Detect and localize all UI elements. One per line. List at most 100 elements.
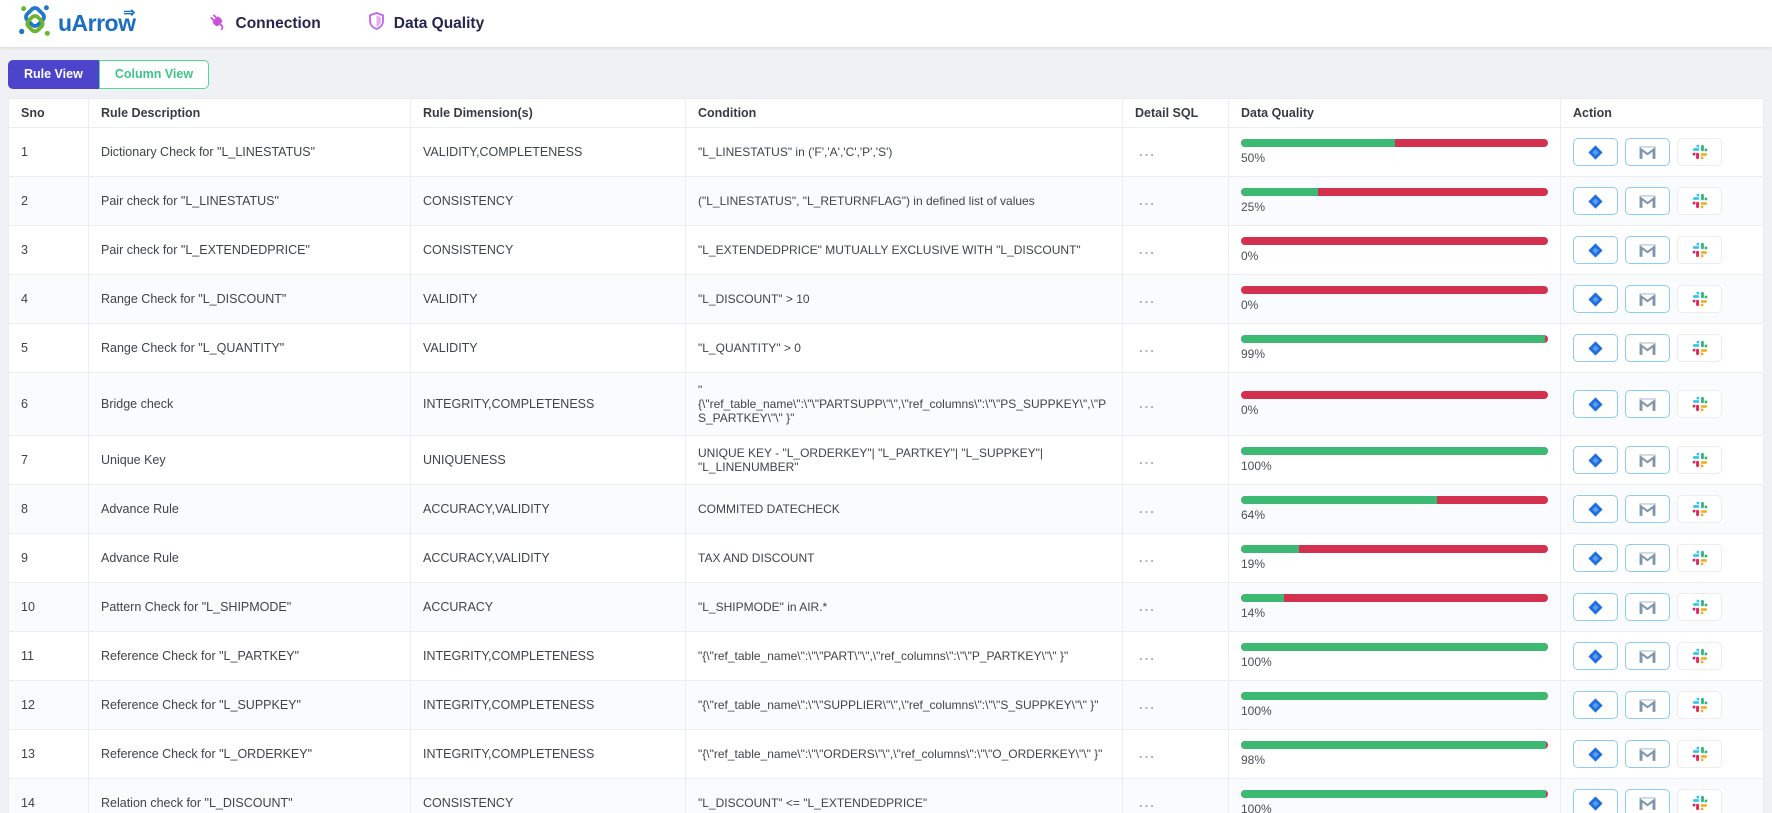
gmail-action-button[interactable] [1625,138,1670,166]
slack-action-button[interactable] [1677,187,1722,215]
detail-sql-button[interactable]: ... [1135,649,1160,662]
slack-icon [1692,550,1707,566]
slack-action-button[interactable] [1677,642,1722,670]
quality-progress-bar [1241,139,1548,147]
jira-action-button[interactable] [1573,740,1618,768]
cell-rule-dimensions: CONSISTENCY [410,176,686,226]
header-rule-dimensions: Rule Dimension(s) [410,98,686,128]
gmail-action-button[interactable] [1625,495,1670,523]
main-nav: Connection Data Quality [206,10,484,37]
cell-rule-description: Relation check for "L_DISCOUNT" [88,778,411,813]
jira-action-button[interactable] [1573,390,1618,418]
slack-action-button[interactable] [1677,691,1722,719]
tab-column-view[interactable]: Column View [98,60,210,89]
jira-action-button[interactable] [1573,642,1618,670]
jira-action-button[interactable] [1573,334,1618,362]
gmail-action-button[interactable] [1625,544,1670,572]
quality-progress-fill [1241,447,1548,455]
slack-action-button[interactable] [1677,740,1722,768]
slack-action-button[interactable] [1677,544,1722,572]
table-row: 3 Pair check for "L_EXTENDEDPRICE" CONSI… [8,225,1764,275]
cell-rule-description: Reference Check for "L_ORDERKEY" [88,729,411,779]
slack-icon [1692,452,1707,468]
gmail-icon [1639,796,1656,810]
gmail-action-button[interactable] [1625,691,1670,719]
slack-icon [1692,144,1707,160]
jira-icon [1588,396,1603,412]
cell-data-quality: 0% [1228,274,1561,324]
detail-sql-button[interactable]: ... [1135,453,1160,466]
header-sno: Sno [8,98,89,128]
detail-sql-button[interactable]: ... [1135,747,1160,760]
cell-rule-dimensions: INTEGRITY,COMPLETENESS [410,680,686,730]
tab-rule-view[interactable]: Rule View [8,60,99,89]
gmail-action-button[interactable] [1625,236,1670,264]
slack-action-button[interactable] [1677,334,1722,362]
cell-data-quality: 0% [1228,372,1561,436]
cell-detail-sql: ... [1122,435,1229,485]
detail-sql-button[interactable]: ... [1135,194,1160,207]
gmail-icon [1639,698,1656,712]
detail-sql-button[interactable]: ... [1135,796,1160,809]
slack-action-button[interactable] [1677,138,1722,166]
gmail-action-button[interactable] [1625,446,1670,474]
cell-condition: "L_QUANTITY" > 0 [685,323,1123,373]
cell-action [1560,533,1764,583]
jira-action-button[interactable] [1573,691,1618,719]
detail-sql-button[interactable]: ... [1135,243,1160,256]
cell-action [1560,778,1764,813]
jira-action-button[interactable] [1573,446,1618,474]
cell-sno: 2 [8,176,89,226]
jira-action-button[interactable] [1573,593,1618,621]
gmail-action-button[interactable] [1625,642,1670,670]
cell-data-quality: 64% [1228,484,1561,534]
detail-sql-button[interactable]: ... [1135,551,1160,564]
gmail-action-button[interactable] [1625,390,1670,418]
jira-action-button[interactable] [1573,187,1618,215]
detail-sql-button[interactable]: ... [1135,397,1160,410]
slack-action-button[interactable] [1677,446,1722,474]
gmail-action-button[interactable] [1625,593,1670,621]
cell-detail-sql: ... [1122,372,1229,436]
gmail-action-button[interactable] [1625,334,1670,362]
gmail-action-button[interactable] [1625,285,1670,313]
nav-connection[interactable]: Connection [206,10,321,37]
detail-sql-button[interactable]: ... [1135,145,1160,158]
slack-action-button[interactable] [1677,236,1722,264]
slack-action-button[interactable] [1677,593,1722,621]
detail-sql-button[interactable]: ... [1135,600,1160,613]
nav-data-quality[interactable]: Data Quality [367,11,484,37]
jira-icon [1588,193,1603,209]
cell-action [1560,176,1764,226]
quality-progress-bar [1241,188,1548,196]
gmail-icon [1639,243,1656,257]
brand-logo[interactable]: uArrow ⇒ [16,2,140,45]
jira-action-button[interactable] [1573,236,1618,264]
cell-rule-dimensions: INTEGRITY,COMPLETENESS [410,729,686,779]
jira-action-button[interactable] [1573,789,1618,813]
cell-detail-sql: ... [1122,533,1229,583]
detail-sql-button[interactable]: ... [1135,341,1160,354]
gmail-action-button[interactable] [1625,187,1670,215]
quality-progress-fill [1241,741,1547,749]
jira-action-button[interactable] [1573,544,1618,572]
cell-rule-description: Pair check for "L_LINESTATUS" [88,176,411,226]
cell-rule-dimensions: ACCURACY [410,582,686,632]
detail-sql-button[interactable]: ... [1135,292,1160,305]
detail-sql-button[interactable]: ... [1135,502,1160,515]
cell-data-quality: 14% [1228,582,1561,632]
slack-action-button[interactable] [1677,495,1722,523]
jira-action-button[interactable] [1573,285,1618,313]
gmail-action-button[interactable] [1625,789,1670,813]
slack-action-button[interactable] [1677,285,1722,313]
quality-percent-label: 100% [1241,704,1272,718]
cell-rule-dimensions: ACCURACY,VALIDITY [410,484,686,534]
table-row: 5 Range Check for "L_QUANTITY" VALIDITY … [8,323,1764,373]
slack-action-button[interactable] [1677,390,1722,418]
jira-action-button[interactable] [1573,495,1618,523]
slack-action-button[interactable] [1677,789,1722,813]
detail-sql-button[interactable]: ... [1135,698,1160,711]
jira-action-button[interactable] [1573,138,1618,166]
gmail-action-button[interactable] [1625,740,1670,768]
cell-rule-dimensions: INTEGRITY,COMPLETENESS [410,372,686,436]
